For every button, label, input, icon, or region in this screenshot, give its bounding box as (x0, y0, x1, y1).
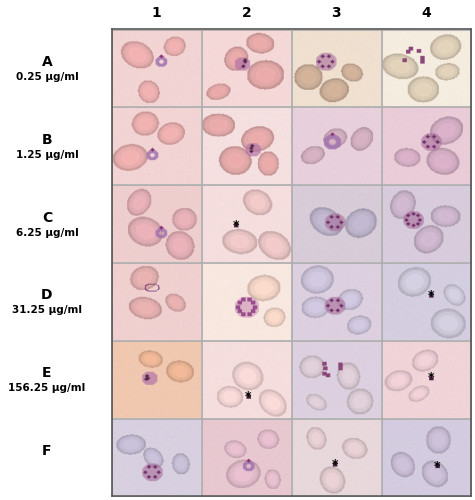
Text: *: * (428, 371, 434, 384)
Text: 1.25 μg/ml: 1.25 μg/ml (16, 150, 78, 160)
Text: 31.25 μg/ml: 31.25 μg/ml (12, 306, 82, 316)
Text: *: * (428, 289, 434, 302)
Text: 6.25 μg/ml: 6.25 μg/ml (16, 228, 78, 237)
Text: 0.25 μg/ml: 0.25 μg/ml (16, 72, 78, 82)
Text: *: * (245, 390, 251, 402)
Text: *: * (233, 218, 239, 232)
Text: 156.25 μg/ml: 156.25 μg/ml (8, 383, 85, 393)
Text: *: * (434, 460, 440, 473)
Text: E: E (42, 366, 52, 380)
Text: C: C (42, 210, 52, 224)
Text: 2: 2 (242, 6, 251, 20)
Text: F: F (42, 444, 52, 458)
Text: B: B (42, 132, 52, 147)
Text: 4: 4 (421, 6, 431, 20)
Text: A: A (41, 55, 52, 69)
Text: *: * (332, 458, 338, 471)
Text: D: D (41, 288, 53, 302)
Text: 3: 3 (332, 6, 341, 20)
Text: 1: 1 (152, 6, 162, 20)
